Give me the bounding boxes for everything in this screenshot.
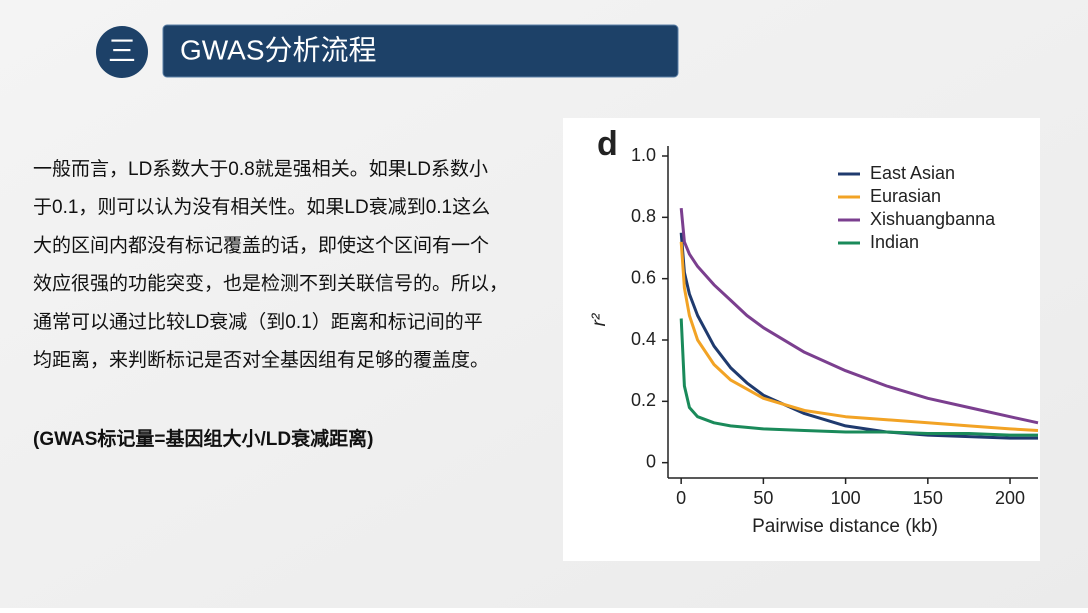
paragraph-line: 通常可以通过比较LD衰减（到0.1）距离和标记间的平 — [33, 311, 483, 333]
y-tick-label: 0 — [646, 451, 656, 471]
x-tick-label: 0 — [676, 488, 686, 508]
legend-label: Eurasian — [870, 186, 941, 206]
x-axis-label: Pairwise distance (kb) — [752, 516, 938, 537]
x-tick-label: 200 — [995, 488, 1025, 508]
y-tick-label: 0.4 — [631, 329, 656, 349]
y-tick-label: 0.2 — [631, 390, 656, 410]
x-tick-label: 150 — [913, 488, 943, 508]
x-tick-label: 50 — [753, 488, 773, 508]
x-tick-label: 100 — [831, 488, 861, 508]
y-axis-label: r² — [589, 313, 610, 326]
figure-panel — [563, 118, 1040, 561]
section-badge — [96, 26, 148, 78]
line-series — [679, 318, 1038, 437]
paragraph-line: 均距离，来判断标记是否对全基因组有足够的覆盖度。 — [33, 349, 489, 371]
paragraph-line: 一般而言，LD系数大于0.8就是强相关。如果LD系数小 — [33, 158, 488, 180]
panel-label: d — [597, 125, 618, 163]
y-tick-label: 1.0 — [631, 145, 656, 165]
paragraph: 一般而言，LD系数大于0.8就是强相关。如果LD系数小于0.1，则可以认为没有相… — [33, 158, 508, 371]
formula: (GWAS标记量=基因组大小/LD衰减距离) — [33, 427, 373, 450]
title-bar — [162, 24, 679, 78]
section-number: 三 — [108, 35, 136, 66]
line-series — [679, 232, 1038, 440]
y-tick-label: 0.6 — [631, 267, 656, 287]
legend-label: Indian — [870, 232, 919, 252]
line-series — [679, 241, 1039, 432]
slide-title: GWAS分析流程 — [180, 34, 377, 65]
legend-label: Xishuangbanna — [870, 209, 996, 229]
paragraph-line: 效应很强的功能突变，也是检测不到关联信号的。所以， — [33, 273, 508, 295]
line-series — [679, 207, 1039, 425]
paragraph-line: 大的区间内都没有标记覆盖的话，即使这个区间有一个 — [33, 234, 489, 256]
legend-label: East Asian — [870, 163, 955, 183]
y-tick-label: 0.8 — [631, 206, 656, 226]
paragraph-line: 于0.1，则可以认为没有相关性。如果LD衰减到0.1这么 — [33, 196, 490, 218]
